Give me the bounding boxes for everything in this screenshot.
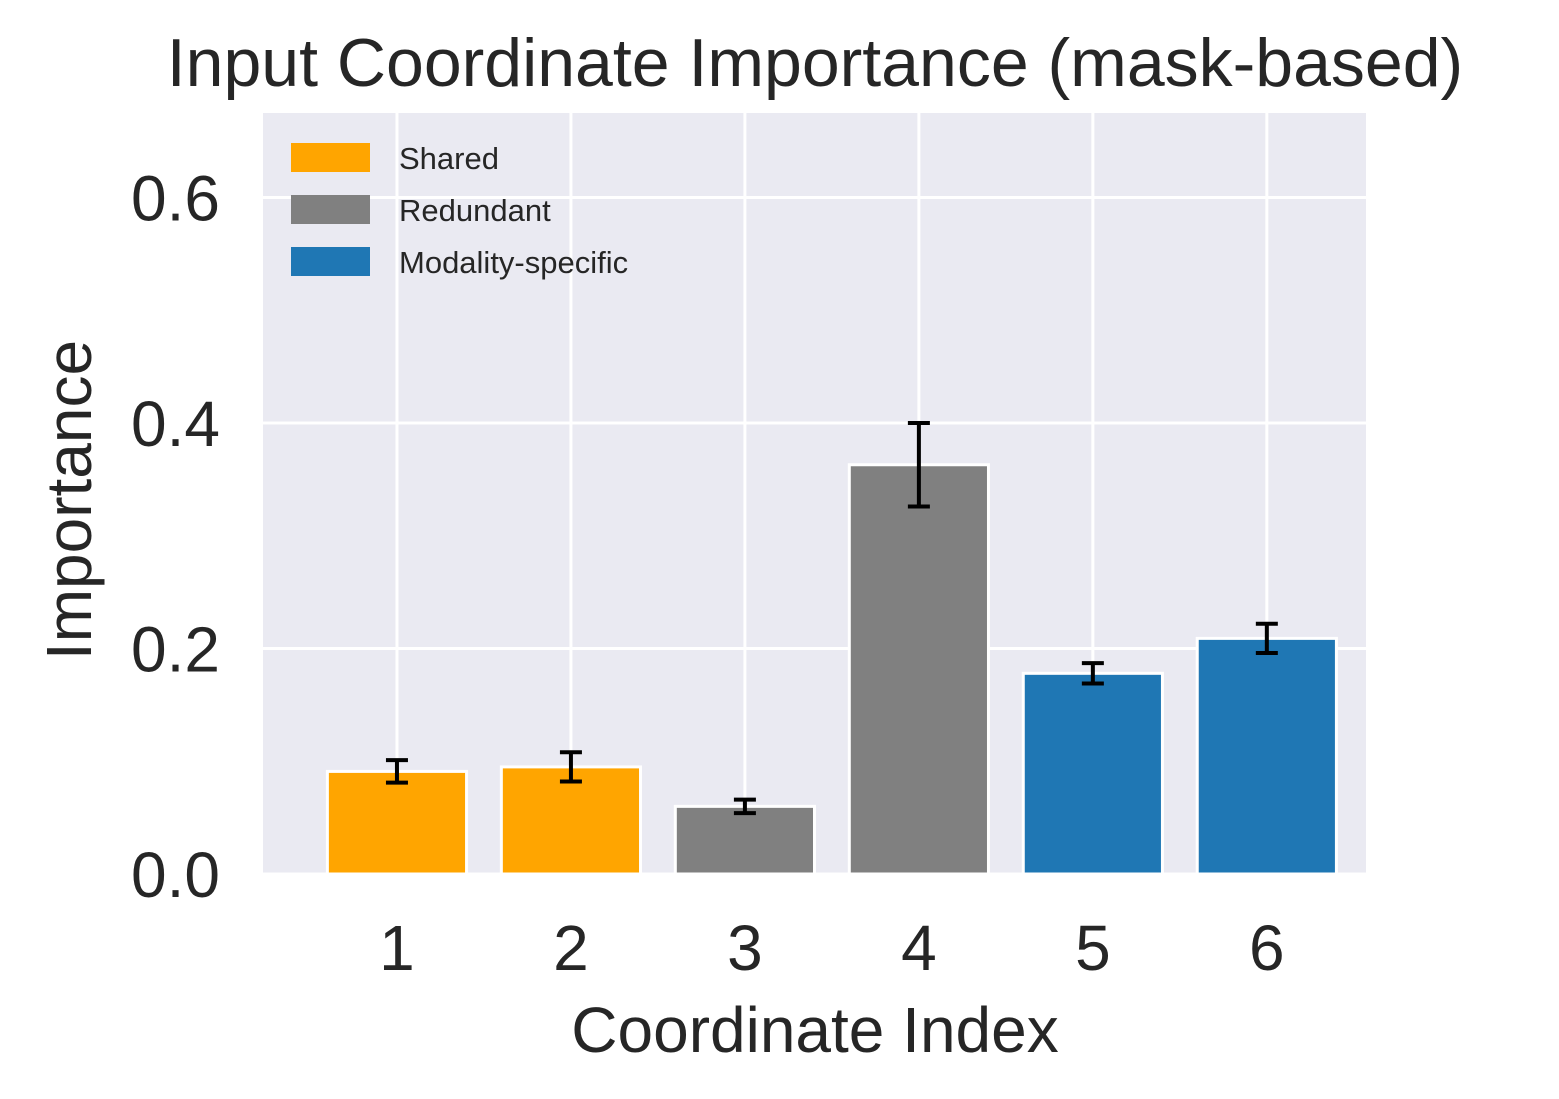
y-tick-label-2: 0.4 — [131, 388, 220, 460]
bar-6 — [1195, 636, 1338, 876]
legend: Shared Redundant Modality-specific — [291, 141, 628, 280]
y-tick-label-3: 0.6 — [131, 163, 220, 235]
bar-5 — [1021, 671, 1164, 876]
y-tick-label-1: 0.2 — [131, 614, 220, 686]
plot-background — [263, 113, 1366, 874]
error-bar-3 — [733, 797, 756, 816]
error-bars — [385, 421, 1278, 816]
legend-item-2: Redundant — [291, 193, 551, 228]
legend-item-3: Modality-specific — [291, 245, 628, 280]
legend-label-1: Shared — [399, 141, 499, 176]
x-axis-label: Coordinate Index — [571, 994, 1058, 1066]
legend-swatch-1 — [291, 143, 370, 172]
error-bar-1 — [385, 758, 408, 785]
error-bar-4 — [907, 421, 930, 509]
x-tick-label-4: 4 — [901, 912, 937, 984]
legend-label-2: Redundant — [399, 193, 551, 228]
error-bar-6 — [1255, 621, 1278, 656]
bar-1 — [325, 769, 469, 876]
error-bar-2 — [559, 750, 582, 784]
error-bar-5 — [1081, 661, 1104, 686]
legend-swatch-3 — [291, 247, 370, 276]
bar-4 — [847, 463, 990, 876]
y-tick-label-0: 0.0 — [131, 839, 220, 911]
bar-3 — [673, 804, 816, 876]
y-tick-labels: 0.0 0.2 0.4 0.6 — [131, 163, 220, 911]
legend-item-1: Shared — [291, 141, 499, 176]
x-tick-label-3: 3 — [727, 912, 763, 984]
bar-2 — [499, 765, 643, 876]
legend-label-3: Modality-specific — [399, 245, 628, 280]
x-tick-label-6: 6 — [1249, 912, 1285, 984]
y-axis-label: Importance — [33, 340, 105, 660]
x-tick-label-1: 1 — [379, 912, 415, 984]
chart-title: Input Coordinate Importance (mask-based) — [167, 25, 1463, 101]
x-tick-labels: 1 2 3 4 5 6 — [379, 912, 1284, 984]
bars — [325, 463, 1338, 876]
x-tick-label-5: 5 — [1075, 912, 1111, 984]
legend-swatch-2 — [291, 195, 370, 224]
x-tick-label-2: 2 — [553, 912, 589, 984]
